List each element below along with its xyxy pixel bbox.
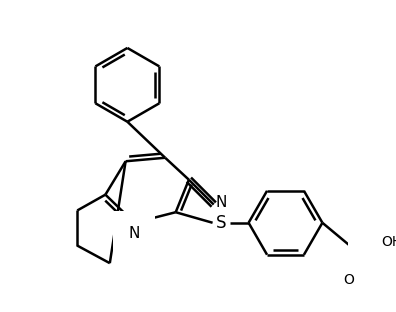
Text: OH: OH xyxy=(381,235,396,249)
Text: N: N xyxy=(129,226,140,241)
Text: N: N xyxy=(215,195,227,210)
Text: O: O xyxy=(343,273,354,287)
Text: S: S xyxy=(216,214,227,232)
